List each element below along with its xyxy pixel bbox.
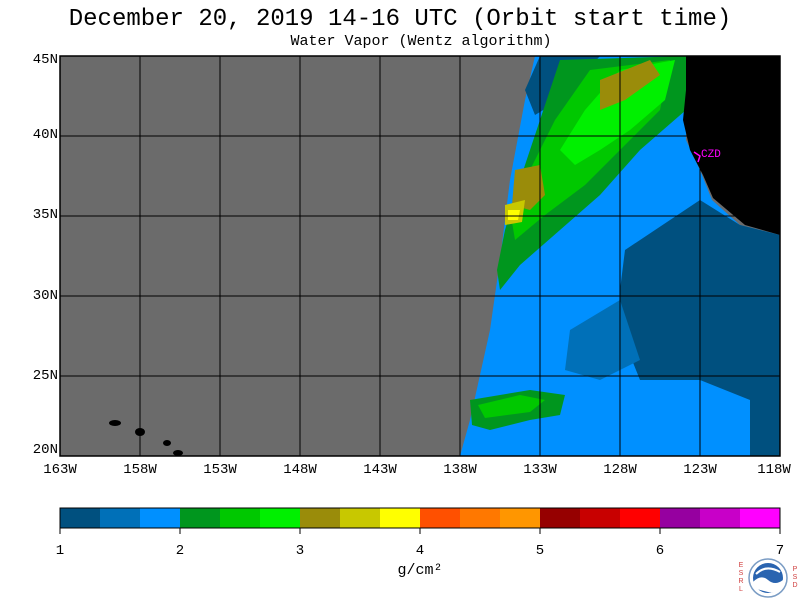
lat-label-40n: 40N	[32, 127, 58, 143]
lon-label-138w: 138W	[443, 462, 477, 478]
band-olive-patch	[512, 165, 545, 210]
land-hawaii-island-0	[109, 420, 121, 426]
lat-label-30n: 30N	[32, 288, 58, 304]
colorbar-tick-5: 5	[535, 543, 545, 559]
noaa-emblem-icon	[748, 558, 788, 598]
lon-label-143w: 143W	[363, 462, 397, 478]
lon-label-133w: 133W	[523, 462, 557, 478]
lat-label-25n: 25N	[32, 368, 58, 384]
land-hawaii-island-2	[163, 440, 171, 446]
colorbar-units: g/cm²	[397, 562, 443, 579]
land-hawaii-island-3	[173, 450, 183, 456]
colorbar-tick-4: 4	[415, 543, 425, 559]
colorbar-tick-1: 1	[55, 543, 65, 559]
lon-label-128w: 128W	[603, 462, 637, 478]
swath-low-patch	[565, 300, 640, 380]
lon-label-163w: 163W	[43, 462, 77, 478]
lon-label-153w: 153W	[203, 462, 237, 478]
band-south-core	[478, 395, 545, 418]
lat-label-20n: 20N	[32, 442, 58, 458]
lat-label-35n: 35N	[32, 207, 58, 223]
band-yellow-core	[508, 210, 520, 220]
map-subtitle: Water Vapor (Wentz algorithm)	[290, 33, 552, 50]
map-frame	[59, 55, 781, 457]
band-moist-core	[560, 60, 675, 165]
colorbar-tick-6: 6	[655, 543, 665, 559]
station-label: CZD	[701, 149, 721, 161]
map-title: December 20, 2019 14-16 UTC (Orbit start…	[68, 6, 732, 33]
land-north-america	[683, 56, 780, 235]
lon-label-148w: 148W	[283, 462, 317, 478]
lon-label-123w: 123W	[683, 462, 717, 478]
lat-label-45n: 45N	[32, 52, 58, 68]
colorbar-tick-7: 7	[775, 543, 785, 559]
colorbar-tick-2: 2	[175, 543, 185, 559]
colorbar-tick-3: 3	[295, 543, 305, 559]
station-marker-icon	[693, 151, 701, 163]
lon-label-158w: 158W	[123, 462, 157, 478]
lon-label-118w: 118W	[757, 462, 791, 478]
band-olive-north	[600, 60, 660, 110]
